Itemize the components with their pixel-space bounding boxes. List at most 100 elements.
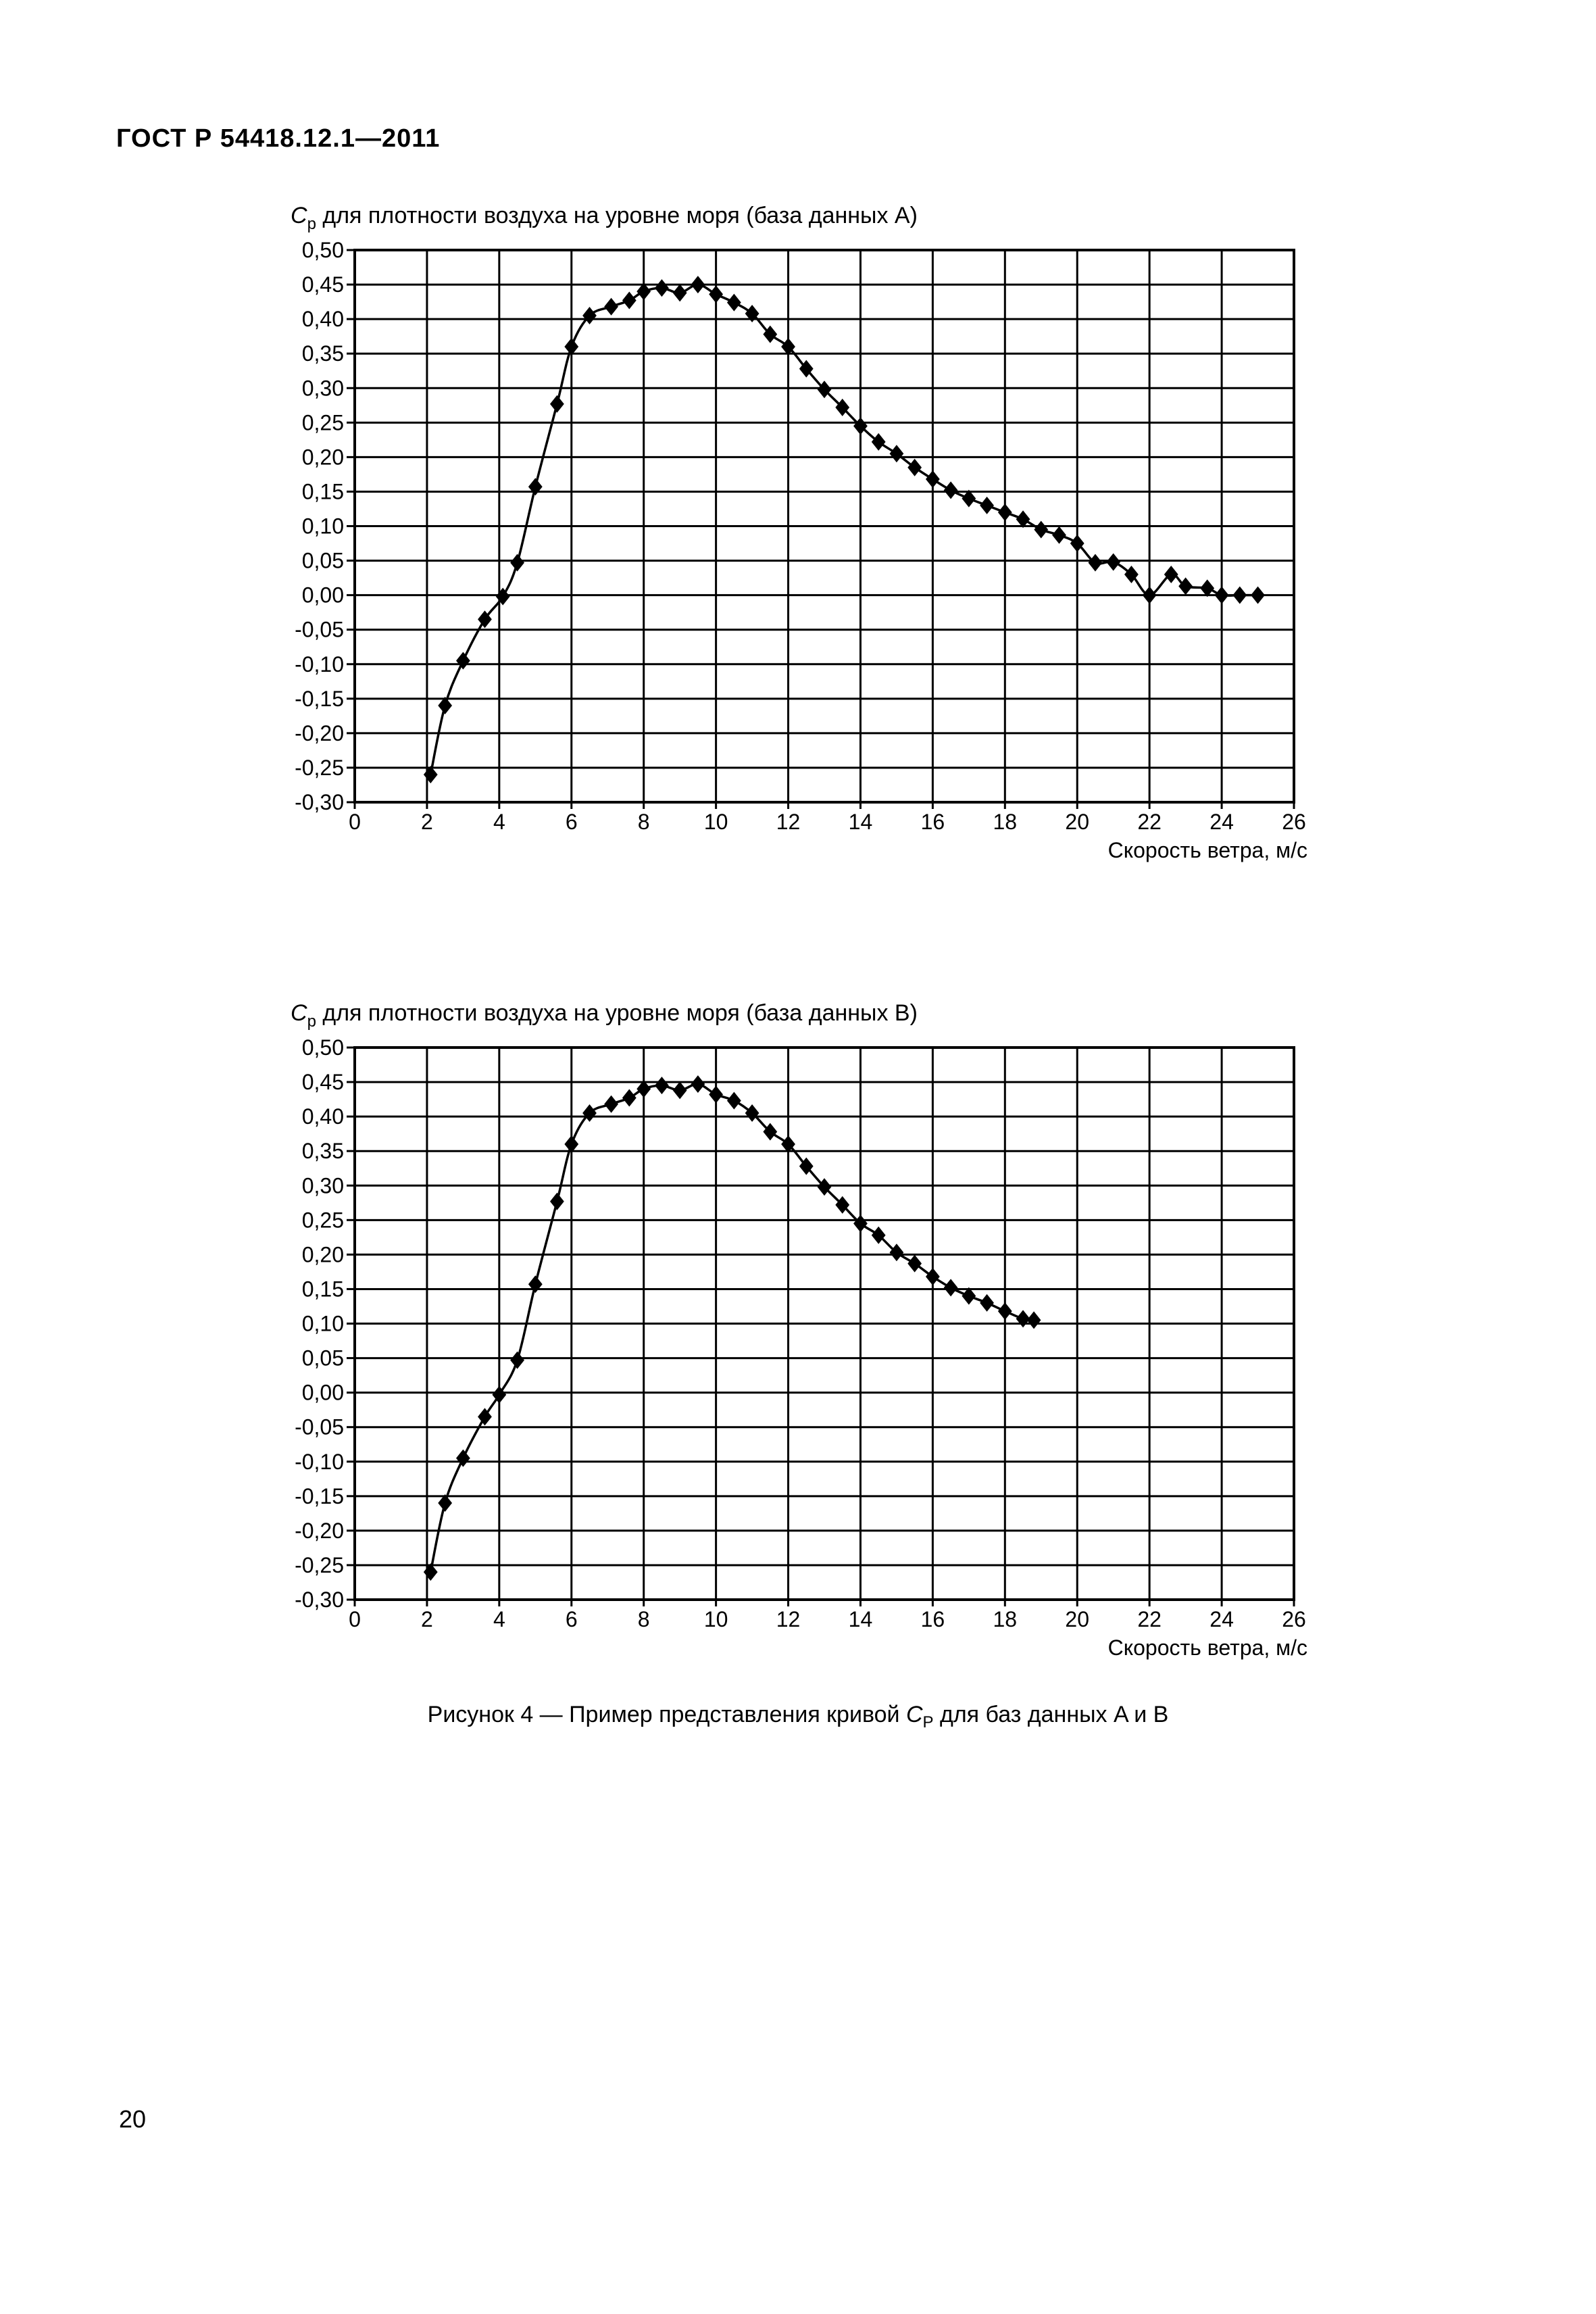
chart-a-data-point: [799, 360, 814, 378]
chart-a-data-point: [962, 489, 976, 508]
chart-b-data-point: [799, 1157, 814, 1175]
chart-a-svg: Cp для плотности воздуха на уровне моря …: [291, 203, 1307, 862]
chart-a-data-point: [1088, 553, 1103, 572]
chart-b-data-point: [925, 1268, 940, 1286]
chart-b-title-symbol: C: [291, 1000, 307, 1026]
chart-b-series-line: [429, 1083, 1034, 1573]
chart-b-x-tick-label: 24: [1210, 1607, 1234, 1631]
chart-b-data-point: [1026, 1311, 1041, 1329]
chart-a-data-point: [835, 398, 850, 416]
chart-b-data-point: [672, 1081, 687, 1100]
chart-a-data-point: [997, 503, 1012, 522]
chart-b-y-tick-label: -0,25: [295, 1553, 344, 1577]
chart-b-x-tick-label: 14: [849, 1607, 873, 1631]
chart-b-data-point: [622, 1089, 637, 1107]
chart-a-data-point: [455, 651, 470, 670]
chart-a-data-point: [889, 445, 904, 463]
chart-b-y-tick-label: -0,20: [295, 1519, 344, 1543]
chart-b-y-tick-label: -0,30: [295, 1587, 344, 1612]
chart-database-a: Cp для плотности воздуха на уровне моря …: [0, 196, 1596, 899]
chart-b-x-tick-label: 6: [566, 1607, 578, 1631]
chart-a-x-axis-label: Скорость ветра, м/с: [1108, 838, 1307, 862]
caption-suffix: для баз данных A и B: [933, 1702, 1169, 1727]
chart-a-data-point: [478, 610, 492, 629]
chart-a-data-point: [582, 307, 597, 325]
chart-a-data-point: [726, 293, 741, 312]
chart-b-data-point: [582, 1104, 597, 1123]
chart-b-svg: Cp для плотности воздуха на уровне моря …: [291, 1000, 1307, 1660]
chart-a-data-point: [637, 282, 651, 301]
document-header: ГОСТ Р 54418.12.1—2011: [116, 124, 441, 153]
chart-b-data-point: [549, 1192, 564, 1210]
chart-a-data-point: [655, 279, 669, 297]
chart-b-y-tick-label: 0,35: [302, 1139, 344, 1163]
chart-a-x-tick-label: 2: [421, 810, 433, 834]
chart-a-title-symbol: C: [291, 203, 307, 228]
chart-a-data-point: [781, 337, 795, 355]
chart-a-x-tick-label: 20: [1065, 810, 1089, 834]
chart-b-y-tick-label: 0,10: [302, 1312, 344, 1336]
chart-b-data-point: [655, 1077, 669, 1095]
chart-a-x-tick-label: 4: [493, 810, 505, 834]
chart-a-y-tick-label: -0,30: [295, 790, 344, 814]
chart-b-y-tick-label: 0,05: [302, 1346, 344, 1371]
chart-a-plot-frame: [353, 249, 1295, 804]
chart-a-y-tick-label: -0,20: [295, 721, 344, 745]
caption-symbol: C: [905, 1702, 923, 1727]
chart-a-data-point: [528, 478, 543, 496]
chart-b-x-tick-label: 18: [993, 1607, 1018, 1631]
chart-a-title-subscript: p: [307, 215, 316, 233]
chart-b-data-point: [1016, 1310, 1030, 1328]
chart-a-series-line: [429, 283, 1258, 775]
chart-a-y-tick-label: 0,05: [302, 549, 344, 573]
chart-a-y-tick-label: 0,15: [302, 479, 344, 503]
chart-b-data-point: [817, 1178, 832, 1196]
chart-b-y-tick-label: 0,50: [302, 1035, 344, 1060]
chart-a-title-text: для плотности воздуха на уровне моря (ба…: [316, 203, 918, 228]
chart-b-data-point: [691, 1075, 705, 1093]
chart-a-x-tick-label: 24: [1210, 810, 1234, 834]
chart-b-data-point: [871, 1226, 886, 1244]
chart-b-data-point: [528, 1275, 543, 1294]
chart-a-data-point: [1178, 577, 1193, 595]
chart-b-x-tick-label: 2: [421, 1607, 433, 1631]
chart-a-y-tick-label: 0,20: [302, 445, 344, 469]
chart-b-x-tick-label: 10: [704, 1607, 728, 1631]
chart-a-data-point: [709, 285, 724, 303]
chart-a-x-tick-label: 6: [566, 810, 578, 834]
chart-b-x-tick-label: 22: [1137, 1607, 1162, 1631]
chart-b-y-tick-label: 0,00: [302, 1381, 344, 1405]
chart-b-x-tick-label: 12: [776, 1607, 801, 1631]
chart-b-y-tick-label: 0,15: [302, 1277, 344, 1301]
chart-a-data-point: [763, 325, 778, 343]
chart-b-plot-frame: [353, 1046, 1295, 1601]
chart-a-data-point: [1034, 520, 1049, 539]
chart-b-y-tick-label: 0,40: [302, 1104, 344, 1129]
chart-b-y-tick-label: -0,10: [295, 1450, 344, 1474]
chart-a-x-tick-label: 10: [704, 810, 728, 834]
chart-b-x-tick-label: 26: [1282, 1607, 1306, 1631]
chart-b-data-point: [423, 1563, 438, 1581]
chart-a-data-point: [1142, 586, 1157, 604]
chart-b-data-point: [943, 1279, 958, 1297]
chart-a-data-point: [1124, 565, 1139, 583]
chart-a-data-point: [1200, 579, 1215, 597]
chart-b-y-tick-label: -0,05: [295, 1415, 344, 1439]
chart-b-y-tick-label: 0,45: [302, 1070, 344, 1094]
chart-a-data-point: [853, 417, 868, 435]
chart-a-data-point: [495, 587, 510, 606]
chart-a-y-tick-label: 0,30: [302, 376, 344, 400]
chart-a-y-tick-label: 0,35: [302, 341, 344, 366]
figure-caption: Рисунок 4 — Пример представления кривой …: [0, 1702, 1596, 1732]
chart-b-data-point: [781, 1135, 795, 1153]
chart-a-data-point: [672, 284, 687, 302]
chart-a-data-point: [564, 337, 579, 355]
chart-b-title: Cp для плотности воздуха на уровне моря …: [291, 1000, 918, 1031]
chart-b-data-point: [763, 1123, 778, 1141]
chart-b-title-subscript: p: [307, 1012, 316, 1031]
chart-a-data-point: [907, 458, 922, 476]
chart-a-y-tick-label: 0,00: [302, 583, 344, 608]
chart-a-data-point: [691, 276, 705, 294]
chart-a-y-tick-label: -0,05: [295, 618, 344, 642]
chart-a-data-point: [745, 304, 759, 322]
